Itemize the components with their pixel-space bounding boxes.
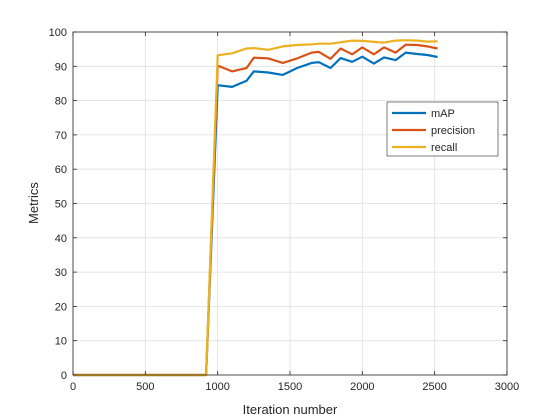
y-tick-label: 20 <box>55 301 67 313</box>
x-tick-label: 3000 <box>495 381 519 393</box>
legend: mAP precision recall <box>386 101 499 157</box>
axis-ticks: 0 500 1000 1500 2000 2500 3000 0 10 20 30 40 50 60 70 8… <box>49 27 520 393</box>
y-tick-label: 50 <box>55 199 67 211</box>
legend-label: mAP <box>431 108 455 120</box>
y-tick-label: 90 <box>55 61 67 73</box>
y-tick-label: 60 <box>55 164 67 176</box>
y-axis-label: Metrics <box>26 182 41 224</box>
series-line-recall <box>73 39 438 377</box>
x-tick-label: 500 <box>136 381 154 393</box>
x-tick-label: 1000 <box>205 381 229 393</box>
series-layer <box>73 39 438 377</box>
y-tick-label: 70 <box>55 130 67 142</box>
y-tick-label: 30 <box>55 267 67 279</box>
x-tick-label: 2000 <box>350 381 374 393</box>
y-tick-label: 10 <box>55 336 67 348</box>
x-tick-label: 1500 <box>278 381 302 393</box>
y-tick-label: 100 <box>49 27 67 39</box>
y-tick-label: 80 <box>55 96 67 108</box>
x-tick-label: 0 <box>70 381 76 393</box>
y-tick-label: 40 <box>55 233 67 245</box>
x-tick-label: 2500 <box>422 381 446 393</box>
x-axis-label: Iteration number <box>243 402 338 417</box>
series-line-precision <box>73 43 438 377</box>
legend-label: precision <box>431 125 475 137</box>
legend-label: recall <box>431 142 457 154</box>
y-tick-label: 0 <box>61 370 67 382</box>
series-line-mAP <box>73 51 438 377</box>
